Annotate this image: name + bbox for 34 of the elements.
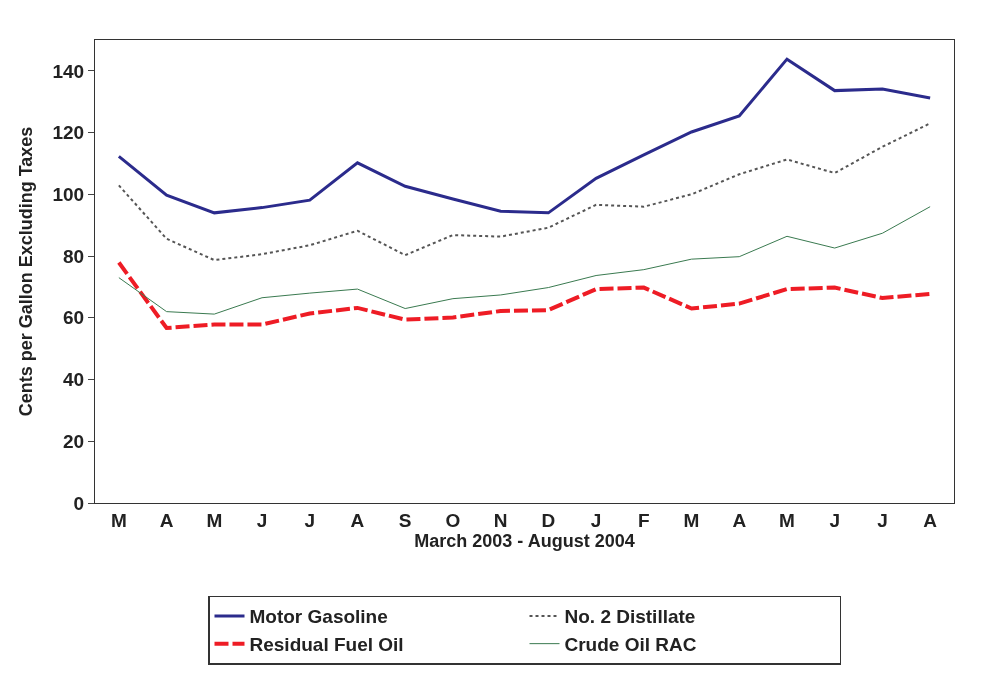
x-tick-label: M (683, 509, 700, 531)
legend-label: No. 2 Distillate (564, 606, 696, 628)
y-tick-label: 100 (52, 183, 85, 205)
x-tick-label: A (159, 509, 174, 531)
legend-label: Crude Oil RAC (564, 634, 697, 656)
legend-label: Motor Gasoline (249, 606, 388, 628)
y-tick-label: 40 (63, 369, 85, 391)
y-tick-label: 0 (73, 492, 85, 514)
x-tick-label: D (541, 509, 556, 531)
y-tick-label: 80 (63, 245, 85, 267)
x-tick-label: J (877, 509, 888, 531)
x-tick-label: S (398, 509, 412, 531)
legend-label: Residual Fuel Oil (249, 634, 404, 656)
x-tick-label: A (350, 509, 365, 531)
line-series (118, 206, 931, 315)
x-tick-label: A (923, 509, 938, 531)
y-tick-label: 60 (63, 307, 85, 329)
x-axis-title: March 2003 - August 2004 (414, 530, 635, 551)
y-tick-label: 20 (63, 430, 85, 452)
x-tick-label: M (110, 509, 127, 531)
x-tick-label: J (590, 509, 602, 531)
x-tick-label: N (493, 509, 508, 531)
x-tick-label: O (445, 509, 461, 531)
y-axis-title: Cents per Gallon Excluding Taxes (15, 126, 36, 417)
x-tick-label: J (829, 509, 840, 531)
x-tick-label: F (638, 509, 650, 531)
y-tick-label: 120 (52, 122, 85, 144)
line-series (117, 57, 932, 215)
x-tick-label: M (779, 509, 795, 531)
x-tick-label: M (206, 509, 223, 531)
y-tick-label: 140 (52, 60, 85, 82)
x-tick-label: A (732, 509, 747, 531)
x-tick-label: J (256, 509, 268, 531)
x-tick-label: J (304, 509, 316, 531)
